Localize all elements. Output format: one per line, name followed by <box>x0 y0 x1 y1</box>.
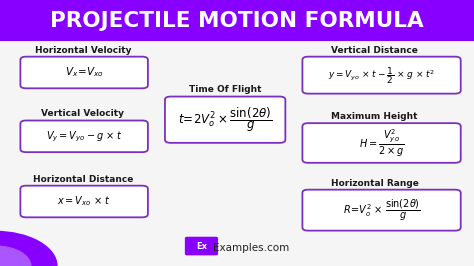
FancyBboxPatch shape <box>20 120 148 152</box>
Text: Time Of Flight: Time Of Flight <box>189 85 261 94</box>
FancyBboxPatch shape <box>185 237 218 255</box>
Text: Vertical Distance: Vertical Distance <box>331 45 418 55</box>
Text: Horizontal Velocity: Horizontal Velocity <box>35 45 131 55</box>
FancyBboxPatch shape <box>302 123 461 163</box>
Text: Ex: Ex <box>196 242 207 251</box>
FancyBboxPatch shape <box>302 190 461 231</box>
FancyBboxPatch shape <box>20 186 148 217</box>
FancyBboxPatch shape <box>20 57 148 88</box>
Text: Horizontal Range: Horizontal Range <box>330 178 419 188</box>
FancyBboxPatch shape <box>165 97 285 143</box>
Text: $H = \dfrac{V_{yo}^2}{2 \times g}$: $H = \dfrac{V_{yo}^2}{2 \times g}$ <box>359 127 404 159</box>
Text: Vertical Velocity: Vertical Velocity <box>41 109 125 118</box>
Circle shape <box>0 246 31 266</box>
Text: $y = V_{yo}$ × $t - \dfrac{1}{2}$ × $g$ × $t^2$: $y = V_{yo}$ × $t - \dfrac{1}{2}$ × $g$ … <box>328 65 435 86</box>
Text: $x = V_{xo}$ × $t$: $x = V_{xo}$ × $t$ <box>57 195 111 208</box>
Circle shape <box>0 231 57 266</box>
Text: $t\!=\!2V_o^2 \times \dfrac{\sin(2\theta)}{g}$: $t\!=\!2V_o^2 \times \dfrac{\sin(2\theta… <box>178 105 272 134</box>
FancyBboxPatch shape <box>302 57 461 94</box>
Text: Examples.com: Examples.com <box>213 243 289 253</box>
Text: $R\!=\!V_o^2$ × $\dfrac{\sin(2\theta)}{g}$: $R\!=\!V_o^2$ × $\dfrac{\sin(2\theta)}{g… <box>343 198 420 223</box>
Text: $V_x\!=\!V_{xo}$: $V_x\!=\!V_{xo}$ <box>65 66 103 79</box>
FancyBboxPatch shape <box>0 0 474 41</box>
Text: Maximum Height: Maximum Height <box>331 112 418 121</box>
Text: $V_y = V_{yo} - g$ × $t$: $V_y = V_{yo} - g$ × $t$ <box>46 129 123 144</box>
Text: Horizontal Distance: Horizontal Distance <box>33 174 133 184</box>
Text: PROJECTILE MOTION FORMULA: PROJECTILE MOTION FORMULA <box>50 11 424 31</box>
